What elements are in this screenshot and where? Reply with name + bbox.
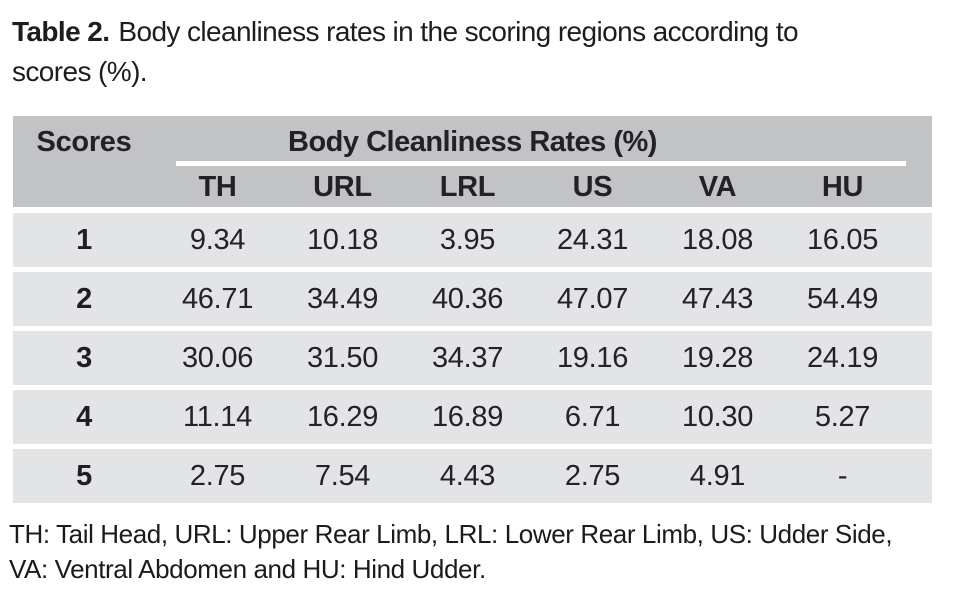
value-cell: 9.34 (189, 223, 246, 256)
value-cell: 16.05 (806, 223, 879, 256)
table-caption: Table 2. Body cleanliness rates in the sc… (12, 12, 948, 92)
value-cell: 16.89 (431, 400, 504, 433)
value-cell: 5.27 (814, 400, 871, 433)
column-header-va: VA (698, 171, 737, 203)
value-cell: 47.43 (681, 282, 754, 315)
value-cell: 6.71 (564, 400, 621, 433)
value-cell: 24.31 (556, 223, 629, 256)
footnote-line-1: TH: Tail Head, URL: Upper Rear Limb, LRL… (9, 519, 893, 549)
value-cell: 54.49 (806, 282, 879, 315)
value-cell: 7.54 (314, 459, 371, 492)
value-cell: 4.43 (439, 459, 496, 492)
column-header-us: US (572, 171, 613, 203)
value-cell: 34.49 (306, 282, 379, 315)
value-cell: 10.30 (681, 400, 754, 433)
value-cell: 46.71 (181, 282, 254, 315)
value-cell: 47.07 (556, 282, 629, 315)
column-header-spacer (13, 171, 155, 204)
value-cell: 16.29 (306, 400, 379, 433)
scores-header: Scores (36, 126, 132, 158)
column-header-lrl: LRL (439, 171, 496, 203)
column-headers: TH URL LRL US VA HU (13, 171, 932, 204)
table-row: 3 30.06 31.50 34.37 19.16 19.28 24.19 (13, 331, 932, 385)
caption-text: Body cleanliness rates in the scoring re… (118, 16, 798, 47)
caption-line-1: Table 2. Body cleanliness rates in the sc… (12, 12, 948, 52)
table-row: 2 46.71 34.49 40.36 47.07 47.43 54.49 (13, 272, 932, 326)
score-cell: 5 (76, 459, 92, 492)
value-cell: 3.95 (439, 223, 496, 256)
group-header-underline (176, 161, 906, 166)
score-cell: 1 (76, 223, 92, 256)
table-row: 5 2.75 7.54 4.43 2.75 4.91 - (13, 449, 932, 503)
value-cell: 31.50 (306, 341, 379, 374)
score-cell: 2 (76, 282, 92, 315)
table-row: 1 9.34 10.18 3.95 24.31 18.08 16.05 (13, 213, 932, 267)
column-header-hu: HU (821, 171, 864, 203)
score-cell: 3 (76, 341, 92, 374)
value-cell: 2.75 (189, 459, 246, 492)
value-cell: 11.14 (183, 400, 252, 433)
value-cell: 2.75 (564, 459, 621, 492)
column-header-th: TH (198, 171, 237, 203)
caption-label: Table 2. (12, 16, 110, 47)
score-cell: 4 (76, 400, 92, 433)
value-cell: 19.16 (556, 341, 629, 374)
caption-line-2: scores (%). (12, 56, 148, 87)
footnote: TH: Tail Head, URL: Upper Rear Limb, LRL… (9, 517, 954, 587)
data-table: Scores Body Cleanliness Rates (%) TH URL… (13, 116, 932, 503)
value-cell: 34.37 (431, 341, 504, 374)
value-cell: 18.08 (681, 223, 754, 256)
group-header: Body Cleanliness Rates (%) (288, 126, 657, 158)
table-header: Scores Body Cleanliness Rates (%) TH URL… (13, 116, 932, 207)
value-cell: 10.18 (306, 223, 379, 256)
value-cell: 19.28 (681, 341, 754, 374)
value-cell: 4.91 (689, 459, 746, 492)
value-cell: 40.36 (431, 282, 504, 315)
footnote-line-2: VA: Ventral Abdomen and HU: Hind Udder. (9, 554, 486, 584)
value-cell: - (837, 459, 848, 492)
column-header-url: URL (313, 171, 372, 203)
value-cell: 30.06 (181, 341, 254, 374)
table-row: 4 11.14 16.29 16.89 6.71 10.30 5.27 (13, 390, 932, 444)
value-cell: 24.19 (806, 341, 879, 374)
